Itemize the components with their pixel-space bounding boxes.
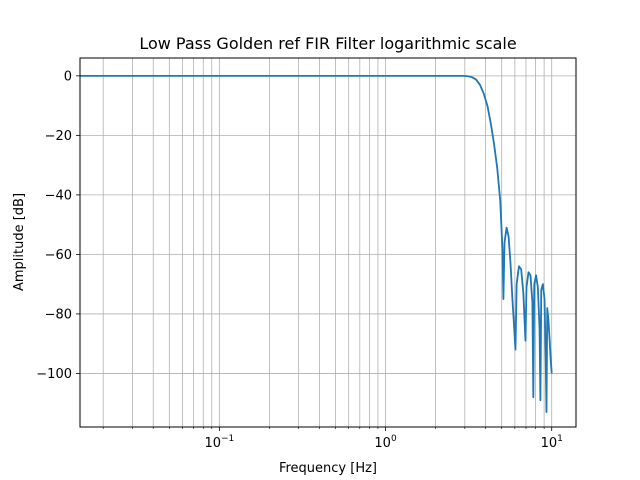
y-tick-label: −60 <box>45 248 72 263</box>
chart-title: Low Pass Golden ref FIR Filter logarithm… <box>139 34 516 53</box>
series-line-0 <box>80 74 553 414</box>
y-axis-label: Amplitude [dB] <box>12 193 27 291</box>
y-tick-label: 0 <box>64 69 72 84</box>
y-tick-label: −80 <box>45 307 72 322</box>
y-tick-label: −40 <box>45 188 72 203</box>
axes-frame <box>79 57 577 428</box>
x-axis-label: Frequency [Hz] <box>279 461 377 476</box>
y-tick-label: −20 <box>45 129 72 144</box>
y-tick-label: −100 <box>36 367 72 382</box>
plot-area <box>80 74 553 414</box>
